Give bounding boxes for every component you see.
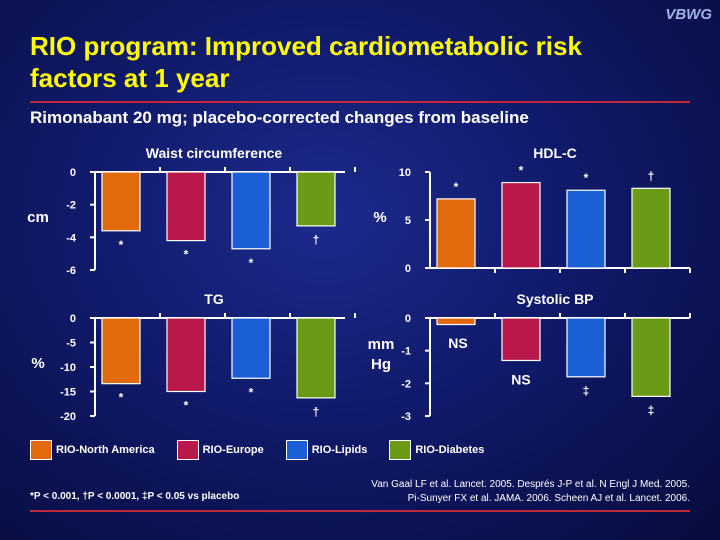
- legend-item-north-america: RIO-North America: [30, 440, 155, 460]
- significance-marker: ‡: [648, 403, 655, 417]
- slide-title: RIO program: Improved cardiometabolic ri…: [30, 31, 582, 93]
- bar-rio-europe: [501, 317, 541, 362]
- panel-title: Systolic BP: [516, 291, 593, 307]
- significance-marker: ‡: [583, 384, 590, 398]
- legend-label: RIO-Europe: [202, 444, 264, 456]
- references: Van Gaal LF et al. Lancet. 2005. Després…: [371, 478, 690, 506]
- significance-marker: *: [519, 164, 524, 178]
- legend-item-diabetes: RIO-Diabetes: [389, 440, 484, 460]
- bar-rio-north-america: [436, 198, 476, 269]
- y-tick-label: -5: [66, 338, 76, 350]
- bar-rio-lipids: [566, 317, 606, 378]
- bar-rio-europe: [501, 181, 541, 269]
- footer-rule: [30, 510, 690, 512]
- legend-swatch: [176, 440, 199, 460]
- significance-marker: *: [184, 399, 189, 413]
- significance-marker: †: [648, 169, 655, 183]
- reference-line: Van Gaal LF et al. Lancet. 2005. Després…: [371, 479, 690, 490]
- significance-marker: NS: [448, 335, 467, 351]
- y-tick-label: 10: [399, 167, 411, 179]
- bar-rio-diabetes: [296, 171, 336, 227]
- bar-rio-lipids: [566, 189, 606, 269]
- panel-title: HDL-C: [533, 145, 577, 161]
- y-axis-label: Hg: [371, 356, 391, 373]
- vbwg-logo: VBWG: [665, 6, 712, 23]
- y-tick-label: 0: [405, 313, 411, 325]
- y-axis-label: %: [31, 355, 44, 372]
- legend-label: RIO-North America: [56, 444, 155, 456]
- legend-swatch: [30, 440, 52, 460]
- y-tick-label: -2: [66, 200, 76, 212]
- slide-subtitle: Rimonabant 20 mg; placebo-corrected chan…: [30, 108, 529, 127]
- y-axis-label: mm: [368, 336, 395, 353]
- significance-marker: *: [119, 391, 124, 405]
- significance-marker: *: [584, 171, 589, 185]
- y-axis-label: %: [373, 209, 386, 226]
- significance-footnote: *P < 0.001, †P < 0.0001, ‡P < 0.05 vs pl…: [30, 491, 240, 502]
- legend-label: RIO-Diabetes: [415, 444, 485, 456]
- significance-marker: *: [454, 180, 459, 194]
- y-tick-label: -10: [60, 362, 76, 374]
- y-tick-label: -15: [60, 387, 76, 399]
- panel-title: Waist circumference: [146, 145, 283, 161]
- y-tick-label: 0: [70, 313, 76, 325]
- y-tick-label: -20: [60, 411, 76, 423]
- legend-swatch: [285, 440, 308, 460]
- legend-item-europe: RIO-Europe: [176, 440, 264, 460]
- bar-rio-north-america: [101, 171, 141, 232]
- bar-rio-lipids: [231, 171, 271, 250]
- y-tick-label: -4: [66, 232, 77, 244]
- legend-label: RIO-Lipids: [311, 444, 368, 456]
- y-tick-label: 0: [405, 263, 411, 275]
- y-tick-label: 5: [405, 215, 411, 227]
- bar-rio-diabetes: [631, 187, 671, 269]
- significance-marker: *: [119, 238, 124, 252]
- significance-marker: †: [313, 405, 320, 419]
- bar-rio-lipids: [231, 317, 271, 379]
- bar-rio-diabetes: [631, 317, 671, 398]
- significance-marker: *: [249, 256, 254, 270]
- y-tick-label: -6: [66, 265, 76, 277]
- bar-rio-north-america: [101, 317, 141, 385]
- bar-rio-europe: [166, 171, 206, 242]
- bar-rio-europe: [166, 317, 206, 393]
- legend: RIO-North America RIO-Europe RIO-Lipids …: [30, 440, 506, 460]
- significance-marker: *: [184, 248, 189, 262]
- significance-marker: *: [249, 385, 254, 399]
- legend-swatch: [389, 440, 412, 460]
- legend-item-lipids: RIO-Lipids: [285, 440, 368, 460]
- title-rule: [30, 101, 690, 103]
- bar-rio-diabetes: [296, 317, 336, 399]
- y-tick-label: -2: [401, 378, 411, 390]
- y-tick-label: -1: [401, 346, 411, 358]
- significance-marker: NS: [511, 371, 530, 387]
- panel-title: TG: [204, 291, 224, 307]
- y-axis-label: cm: [27, 209, 49, 226]
- significance-marker: †: [313, 233, 320, 247]
- reference-line: Pi-Sunyer FX et al. JAMA. 2006. Scheen A…: [407, 493, 690, 504]
- y-tick-label: 0: [70, 167, 76, 179]
- bar-rio-north-america: [436, 317, 476, 326]
- y-tick-label: -3: [401, 411, 411, 423]
